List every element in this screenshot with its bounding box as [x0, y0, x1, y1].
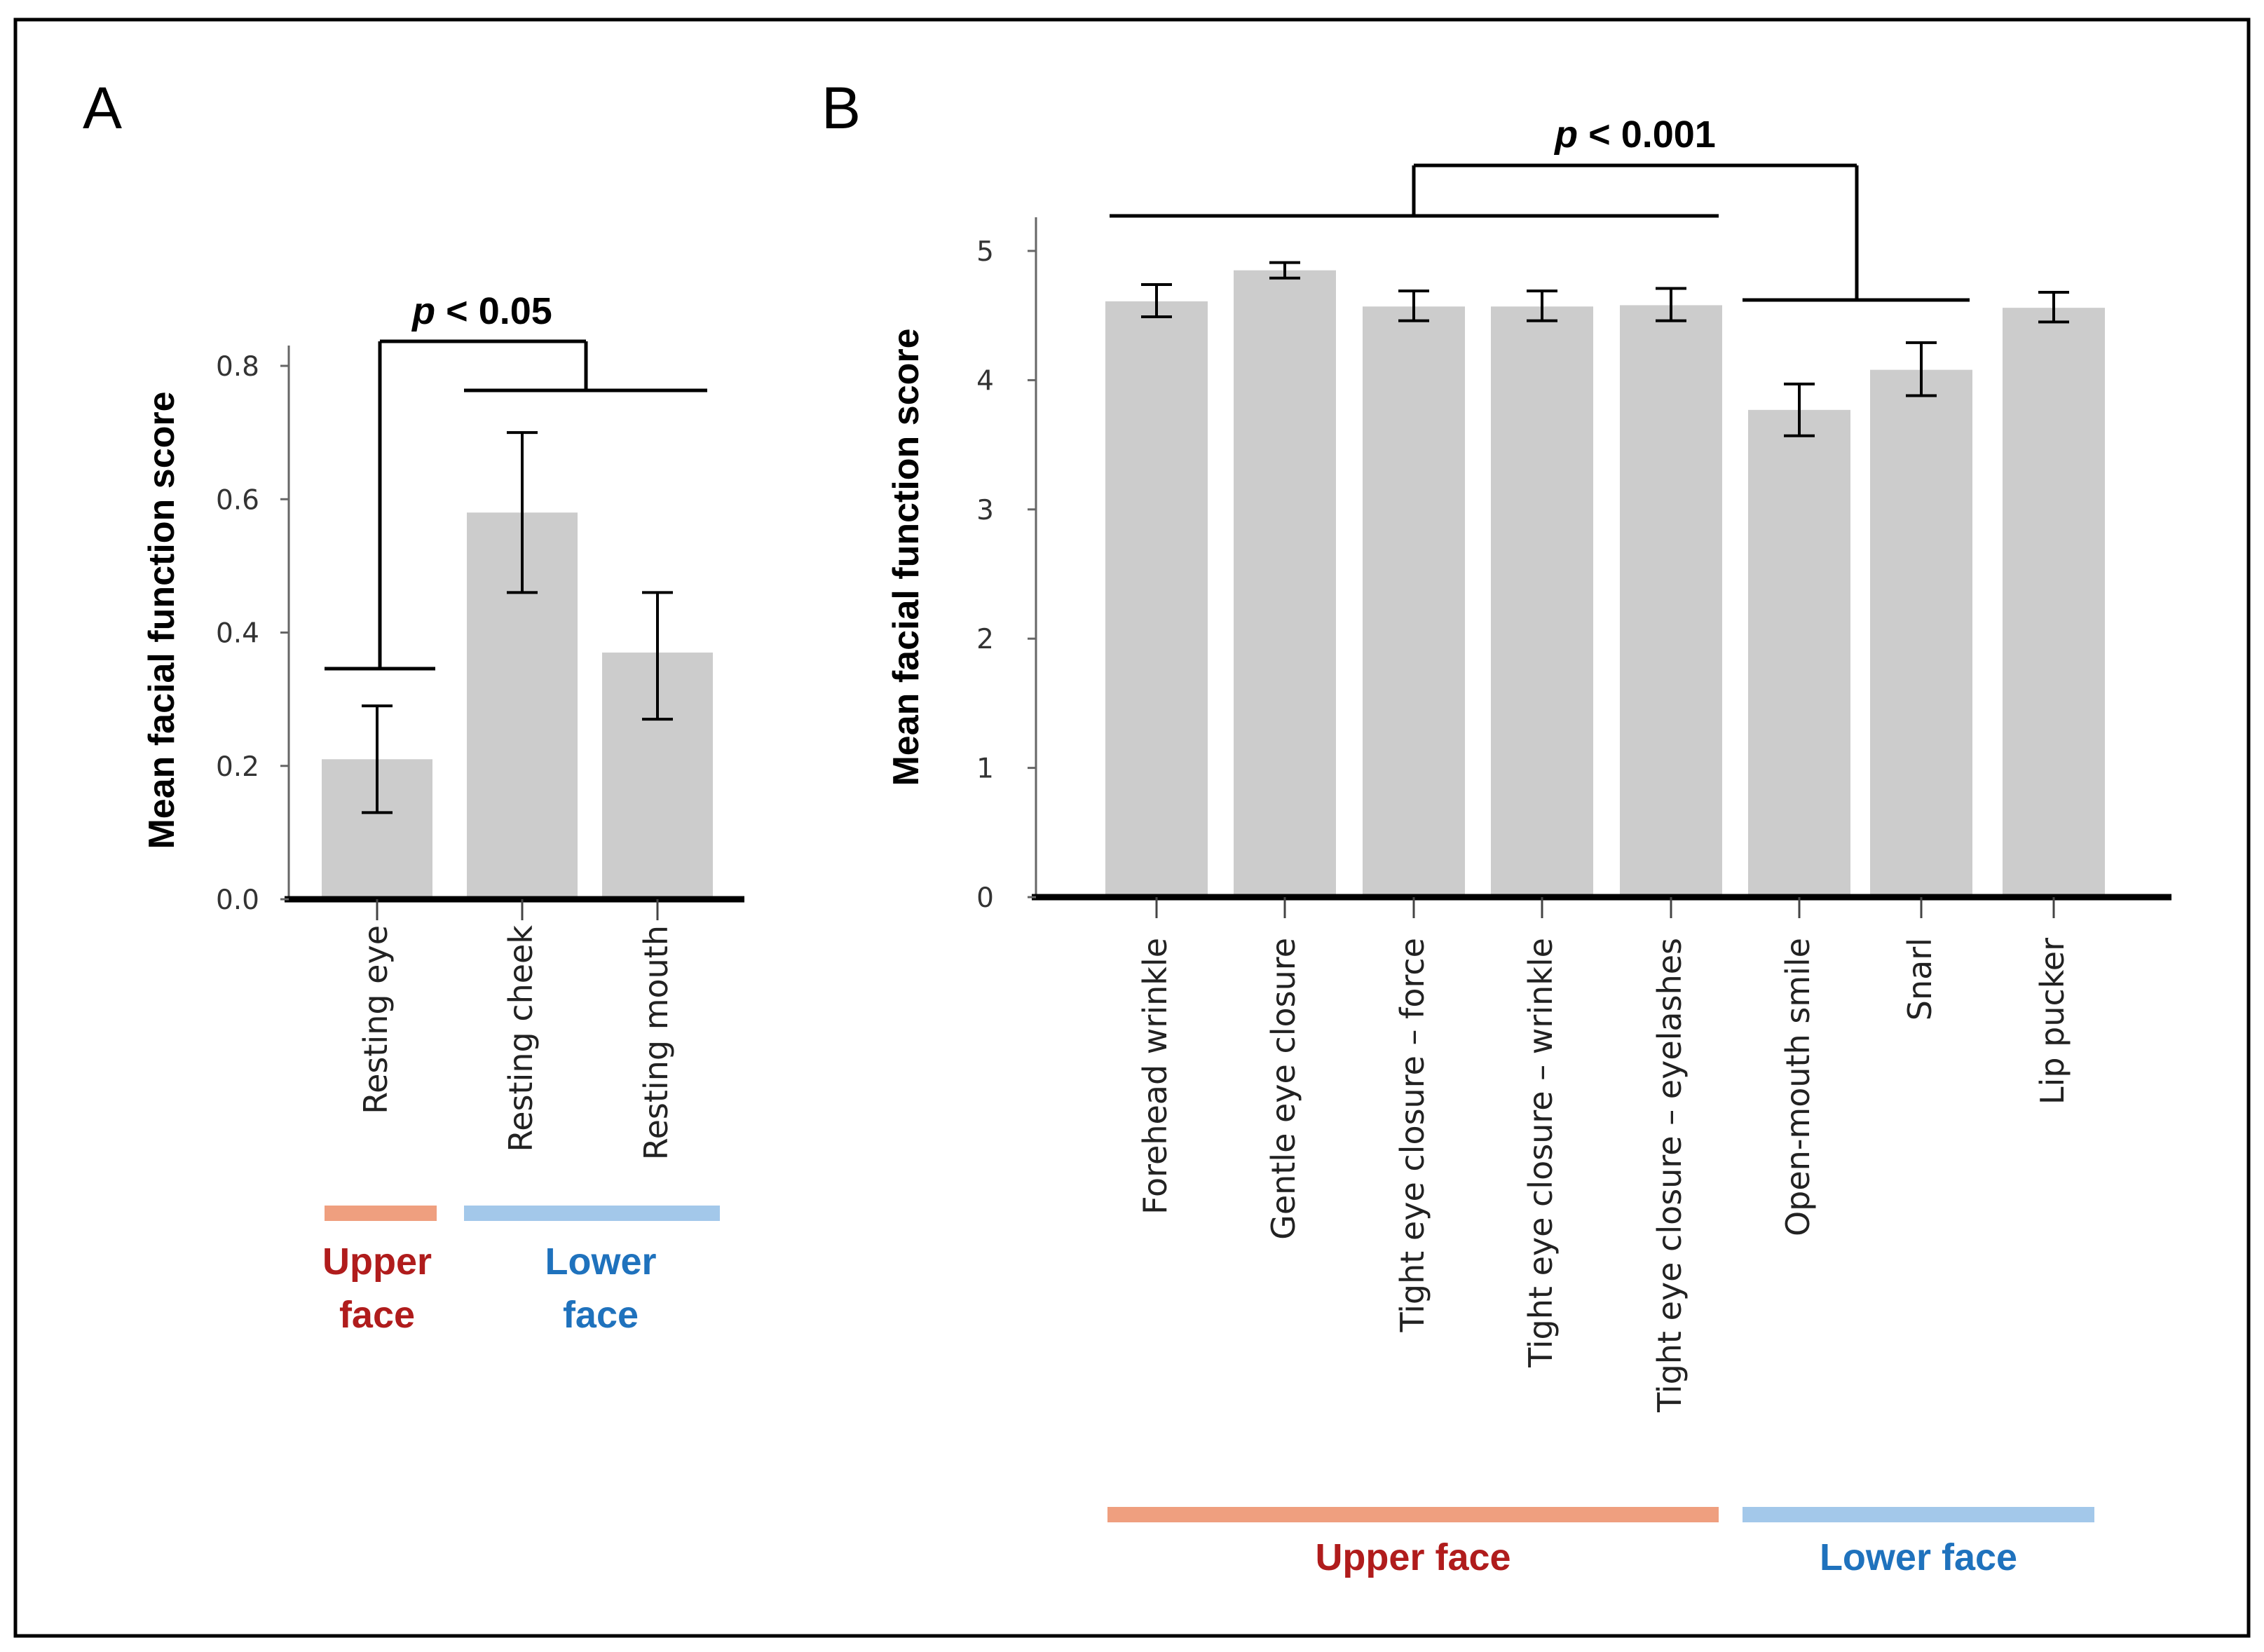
panel-b-label: B: [821, 75, 861, 141]
panel-a-y-tick-label: 0.6: [216, 484, 259, 516]
panel-b-lower-face-bar: [1743, 1507, 2094, 1522]
panel-b-y-tick-label: 4: [976, 365, 994, 397]
panel-a: A Mean facial function score 0.0 0.2 0.4 0.…: [83, 75, 744, 1336]
panel-b-category-label: Open-mouth smile: [1779, 938, 1817, 1236]
panel-b-bar: [1234, 270, 1336, 897]
panel-a-p-value: p < 0.05: [411, 290, 552, 332]
panel-a-category-label: Resting cheek: [502, 925, 540, 1152]
panel-b-y-tick-label: 5: [976, 236, 994, 268]
panel-b-error-bar: [1398, 289, 1429, 322]
panel-a-upper-face-label-line2: face: [339, 1294, 415, 1336]
panel-b-bar: [1491, 306, 1593, 897]
panel-b-error-bar: [1527, 289, 1557, 322]
panel-a-y-axis-label: Mean facial function score: [142, 391, 182, 849]
panel-b-bar: [1748, 409, 1850, 897]
panel-b-category-label: Tight eye closure – force: [1393, 938, 1431, 1333]
panel-b-error-bar: [1141, 282, 1172, 319]
panel-b-bar: [2003, 308, 2105, 897]
panel-b-bar: [1363, 306, 1465, 897]
panel-b-category-label: Tight eye closure – eyelashes: [1651, 938, 1689, 1413]
panel-a-upper-face-bar: [325, 1206, 437, 1221]
panel-b: B Mean facial function score 0 1 2 3 4 5 Fore…: [821, 75, 2171, 1578]
panel-b-error-bar: [1784, 382, 1815, 437]
panel-b-upper-face-label: Upper face: [1315, 1536, 1511, 1578]
panel-b-y-tick-label: 2: [976, 624, 994, 655]
panel-b-significance-bracket: [1110, 163, 1970, 302]
panel-b-error-bar: [1656, 287, 1686, 322]
panel-b-bar: [1105, 301, 1208, 897]
panel-b-p-value: p < 0.001: [1553, 114, 1716, 156]
panel-a-y-tick-label: 0.2: [216, 751, 259, 783]
panel-a-lower-face-label-line2: face: [563, 1294, 639, 1336]
panel-b-category-label: Tight eye closure – wrinkle: [1522, 938, 1560, 1368]
panel-a-y-tick-label: 0.8: [216, 351, 259, 383]
panel-b-category-label: Lip pucker: [2033, 938, 2071, 1105]
panel-b-lower-face-label: Lower face: [1820, 1536, 2017, 1578]
panel-b-error-bar: [1269, 261, 1300, 280]
panel-b-category-label: Forehead wrinkle: [1136, 938, 1174, 1215]
panel-a-y-tick-label: 0.4: [216, 618, 259, 650]
panel-b-y-tick-label: 1: [976, 753, 994, 785]
panel-a-y-tick-label: 0.0: [216, 885, 259, 916]
panel-a-category-label: Resting mouth: [637, 925, 675, 1160]
panel-b-upper-face-bar: [1107, 1507, 1719, 1522]
panel-a-error-bar: [642, 591, 673, 721]
panel-a-significance-bracket: [325, 339, 707, 671]
panel-b-y-axis-label: Mean facial function score: [886, 328, 927, 786]
panel-a-lower-face-label-line1: Lower: [545, 1241, 656, 1283]
panel-a-upper-face-label-line1: Upper: [322, 1241, 432, 1283]
panel-b-category-label: Gentle eye closure: [1264, 938, 1302, 1240]
panel-b-error-bar: [2038, 291, 2069, 324]
panel-a-category-label: Resting eye: [357, 925, 395, 1114]
panel-a-lower-face-bar: [464, 1206, 720, 1221]
panel-a-error-bar: [507, 431, 538, 594]
panel-a-error-bar: [362, 704, 393, 814]
panel-b-bar: [1620, 305, 1722, 897]
panel-b-bar: [1870, 369, 1972, 897]
panel-b-error-bar: [1906, 341, 1937, 397]
panel-b-y-tick-label: 3: [976, 495, 994, 526]
panel-b-category-label: Snarl: [1901, 938, 1939, 1020]
panel-b-y-tick-label: 0: [976, 882, 994, 914]
panel-a-label: A: [83, 75, 122, 141]
